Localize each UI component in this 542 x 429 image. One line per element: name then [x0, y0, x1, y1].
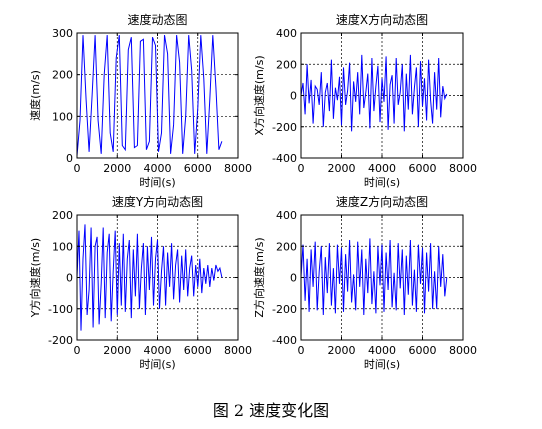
y-tick-label: -400: [272, 334, 297, 347]
x-tick-label: 8000: [449, 344, 477, 357]
y-axis-label: Y方向速度(m/s): [28, 238, 42, 318]
y-tick-label: -200: [48, 334, 73, 347]
y-tick-label: -200: [272, 121, 297, 134]
figure-canvas: 0 2000 4000 6000 80000100200300速度动态图时间(s)速度(…: [28, 12, 477, 371]
y-tick-label: 0: [66, 152, 73, 165]
x-tick-label: 4000: [368, 344, 396, 357]
x-tick-label: 0: [298, 344, 305, 357]
x-tick-label: 4000: [368, 162, 396, 175]
y-tick-label: 300: [52, 27, 73, 40]
y-tick-label: 100: [52, 110, 73, 123]
x-axis-label: 时间(s): [364, 358, 400, 371]
chart-title: 速度X方向动态图: [336, 12, 428, 27]
chart-title: 速度动态图: [127, 12, 187, 27]
series-line-1: [300, 238, 448, 316]
x-tick-label: 8000: [449, 162, 477, 175]
x-tick-label: 8000: [224, 344, 252, 357]
y-tick-label: 0: [290, 90, 297, 103]
series-line-1: [76, 35, 223, 156]
y-axis-label: Z方向速度(m/s): [252, 237, 266, 317]
series-line-1: [300, 54, 448, 132]
figure-caption: 图 2 速度变化图: [212, 401, 330, 420]
x-tick-label: 0: [74, 162, 81, 175]
x-tick-label: 2000: [328, 344, 356, 357]
y-tick-label: 0: [66, 272, 73, 285]
x-tick-label: 0: [74, 344, 81, 357]
chart-title: 速度Z方向动态图: [336, 194, 428, 209]
x-tick-label: 0: [298, 162, 305, 175]
y-tick-label: 200: [52, 69, 73, 82]
chart-panel-2: 0 2000 4000 6000 8000 -400 -200 0 200 400 速度X方向动态图…: [252, 12, 477, 189]
y-tick-label: 200: [276, 58, 297, 71]
y-axis-label: X方向速度(m/s): [252, 55, 266, 135]
x-tick-label: 6000: [409, 162, 437, 175]
x-tick-label: 2000: [103, 162, 131, 175]
x-tick-label: 8000: [224, 162, 252, 175]
chart-title: 速度Y方向动态图: [112, 194, 203, 209]
x-tick-label: 6000: [184, 162, 212, 175]
y-tick-label: -100: [48, 303, 73, 316]
y-tick-label: 200: [276, 240, 297, 253]
y-tick-label: 400: [276, 209, 297, 222]
series-line-1: [76, 224, 223, 331]
chart-panel-4: 0 2000 4000 6000 8000 -400 -200 0 200 400 速度Z方向动态图…: [252, 194, 477, 371]
x-axis-label: 时间(s): [364, 176, 400, 189]
x-axis-label: 时间(s): [139, 176, 175, 189]
x-tick-label: 2000: [103, 344, 131, 357]
y-tick-label: 200: [52, 209, 73, 222]
x-tick-label: 6000: [184, 344, 212, 357]
chart-panel-3: 0 2000 4000 6000 8000 -200 -100 0 100 200 速度Y方向动态图…: [28, 194, 252, 371]
x-tick-label: 6000: [409, 344, 437, 357]
y-tick-label: 100: [52, 240, 73, 253]
y-axis-label: 速度(m/s): [28, 70, 42, 121]
y-tick-label: 400: [276, 27, 297, 40]
x-tick-label: 4000: [144, 344, 172, 357]
x-tick-label: 4000: [144, 162, 172, 175]
y-tick-label: -200: [272, 303, 297, 316]
y-tick-label: -400: [272, 152, 297, 165]
x-axis-label: 时间(s): [139, 358, 175, 371]
y-tick-label: 0: [290, 272, 297, 285]
x-tick-label: 2000: [328, 162, 356, 175]
